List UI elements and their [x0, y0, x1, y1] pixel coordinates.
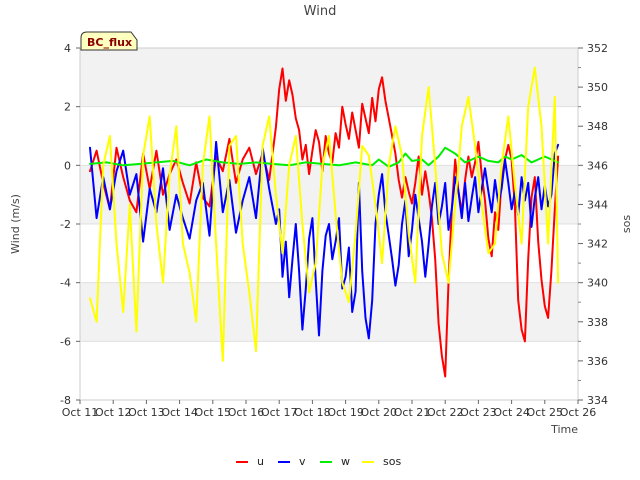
y2-tick-label: 344	[587, 198, 608, 211]
x-tick-label: Oct 18	[294, 406, 331, 419]
y-tick-label: -6	[60, 335, 71, 348]
site-badge: BC_flux	[80, 31, 138, 51]
series-line-sos	[89, 66, 560, 362]
y2-tick-label: 340	[587, 277, 608, 290]
x-tick-label: Oct 19	[327, 406, 364, 419]
series-layer	[89, 66, 560, 378]
series-line-w	[89, 146, 560, 168]
x-tick-label: Oct 26	[560, 406, 597, 419]
site-badge-label: BC_flux	[87, 36, 132, 49]
legend-label-w: w	[341, 455, 350, 468]
x-tick-label: Oct 16	[228, 406, 265, 419]
y2-tick-label: 350	[587, 81, 608, 94]
y2-tick-label: 342	[587, 238, 608, 251]
x-tick-label: Oct 13	[128, 406, 165, 419]
legend: u v w sos	[236, 455, 401, 468]
legend-label-sos: sos	[383, 455, 401, 468]
right-axis: 334 336 338 340 342 344 346 348 350 352	[578, 42, 608, 407]
x-tick-label: Oct 23	[460, 406, 497, 419]
y2-axis-title: sos	[620, 215, 633, 233]
y-tick-label: -2	[60, 218, 71, 231]
y-axis-title: Wind (m/s)	[9, 194, 22, 254]
x-tick-label: Oct 20	[361, 406, 398, 419]
y-tick-label: 0	[64, 159, 71, 172]
y-tick-label: -8	[60, 394, 71, 407]
site-badge-box	[80, 31, 138, 51]
x-tick-label: Oct 14	[161, 406, 198, 419]
x-tick-label: Oct 15	[195, 406, 232, 419]
x-tick-label: Oct 17	[261, 406, 298, 419]
left-axis: -8 -6 -4 -2 0 2 4	[60, 42, 80, 407]
x-tick-label: Oct 25	[527, 406, 564, 419]
legend-label-u: u	[257, 455, 264, 468]
legend-label-v: v	[299, 455, 306, 468]
y2-tick-label: 338	[587, 316, 608, 329]
y2-tick-label: 336	[587, 355, 608, 368]
y2-tick-label: 334	[587, 394, 608, 407]
y2-tick-label: 352	[587, 42, 608, 55]
chart-title: Wind	[304, 4, 337, 19]
x-tick-label: Oct 24	[493, 406, 530, 419]
y2-tick-label: 348	[587, 120, 608, 133]
x-tick-label: Oct 21	[394, 406, 431, 419]
y2-tick-label: 346	[587, 159, 608, 172]
background-band	[80, 48, 578, 107]
y-tick-label: 4	[64, 42, 71, 55]
x-tick-label: Oct 12	[95, 406, 132, 419]
y-tick-label: 2	[64, 101, 71, 114]
x-tick-label: Oct 22	[427, 406, 464, 419]
x-axis-title: Time	[550, 423, 578, 436]
y-tick-label: -4	[60, 277, 71, 290]
background-band	[80, 282, 578, 342]
series-line-v	[89, 140, 560, 340]
x-tick-label: Oct 11	[62, 406, 99, 419]
